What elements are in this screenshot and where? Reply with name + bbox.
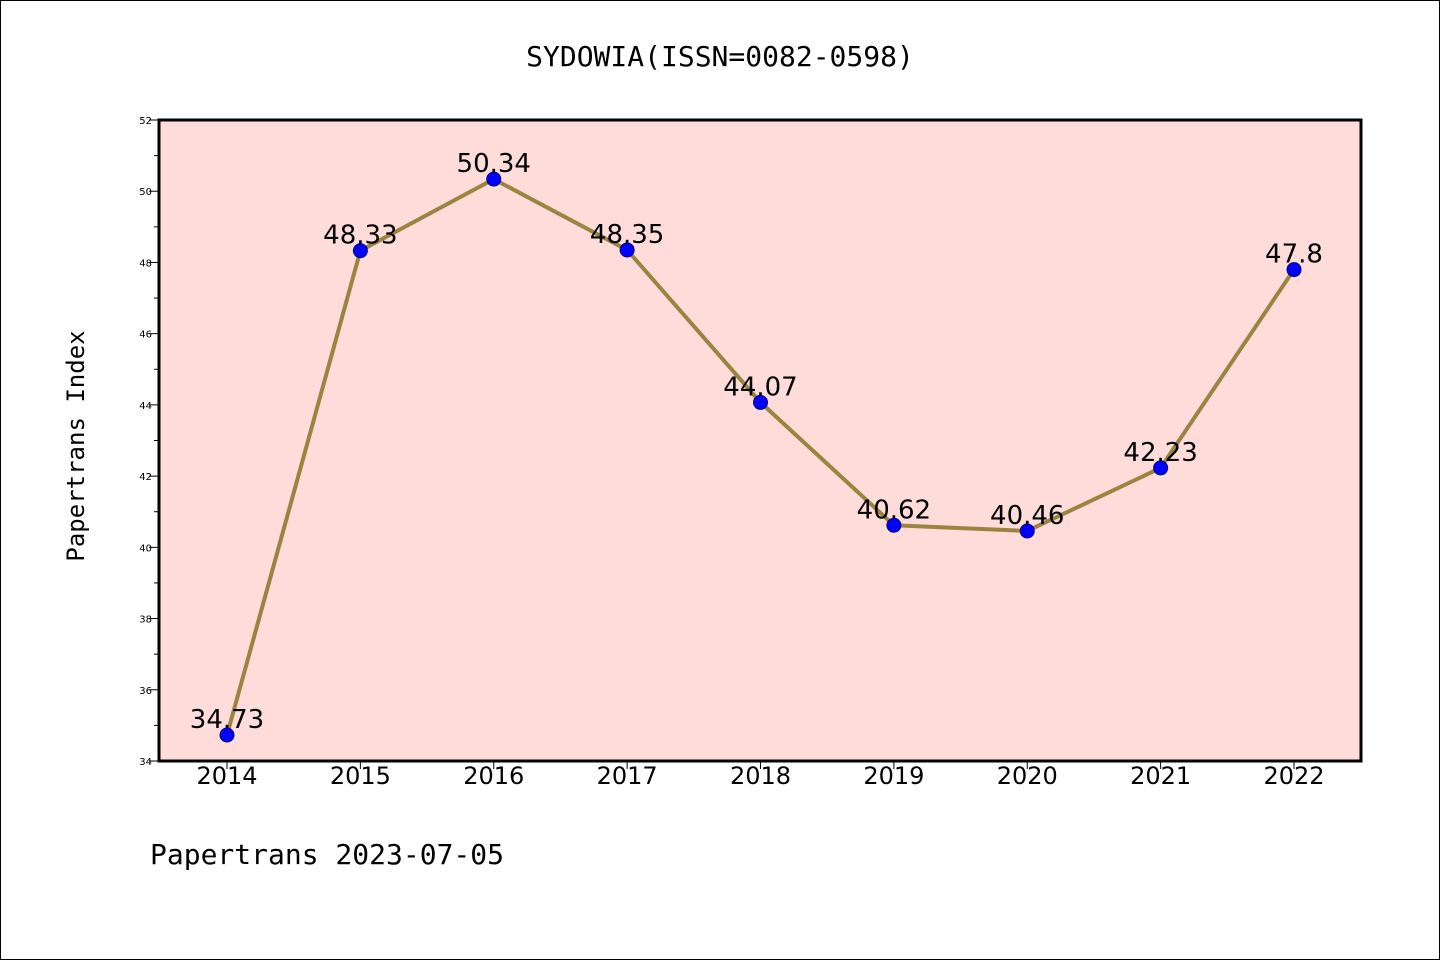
data-label: 40.62	[857, 495, 931, 525]
data-point	[1019, 523, 1035, 539]
y-tick-label: 38	[139, 615, 152, 626]
data-label: 50.34	[457, 149, 531, 179]
x-tick-label: 2019	[863, 762, 924, 790]
data-point	[1286, 262, 1302, 278]
x-tick-label: 2021	[1130, 762, 1191, 790]
data-label: 48.33	[323, 221, 397, 251]
chart-title: SYDOWIA(ISSN=0082-0598)	[526, 40, 914, 73]
y-axis-label: Papertrans Index	[62, 330, 90, 561]
data-point	[219, 727, 235, 743]
data-point	[1153, 460, 1169, 476]
y-axis: 34 36 38 40 42 44 46 48 50 52	[139, 116, 159, 768]
x-tick-label: 2017	[597, 762, 658, 790]
plot-area	[159, 120, 1361, 761]
x-tick-label: 2014	[196, 762, 257, 790]
data-label: 40.46	[990, 501, 1064, 531]
y-tick-label: 46	[139, 330, 152, 341]
y-tick-label: 50	[139, 187, 152, 198]
x-tick-label: 2020	[997, 762, 1058, 790]
data-point	[486, 171, 502, 187]
plot-border	[157, 118, 1363, 763]
data-label: 48.35	[590, 220, 664, 250]
data-label: 44.07	[723, 372, 797, 402]
y-tick-label: 42	[139, 472, 152, 483]
y-tick-label: 52	[139, 116, 152, 127]
data-point	[619, 242, 635, 258]
x-tick-label: 2018	[730, 762, 791, 790]
x-tick-label: 2015	[330, 762, 391, 790]
y-tick-label: 40	[139, 543, 152, 554]
footer-watermark: Papertrans 2023-07-05	[150, 838, 504, 871]
y-tick-label: 36	[139, 686, 152, 697]
x-axis: 2014 2015 2016 2017 2018 2019 2020 2021 2022	[196, 761, 1325, 790]
x-tick-label: 2022	[1263, 762, 1324, 790]
x-tick-label: 2016	[463, 762, 524, 790]
data-label: 47.8	[1265, 240, 1323, 270]
data-point	[886, 517, 902, 533]
y-tick-label: 48	[139, 258, 152, 269]
data-label: 42.23	[1123, 438, 1197, 468]
data-point	[753, 394, 768, 410]
data-label: 34.73	[190, 705, 264, 735]
y-tick-label: 34	[139, 757, 152, 768]
data-point	[352, 243, 368, 259]
data-labels: 34.73 48.33 50.34 48.35 44.07 40.62 40.46 42.23…	[190, 149, 1323, 735]
y-tick-label: 44	[139, 401, 152, 412]
data-points	[219, 171, 1302, 743]
